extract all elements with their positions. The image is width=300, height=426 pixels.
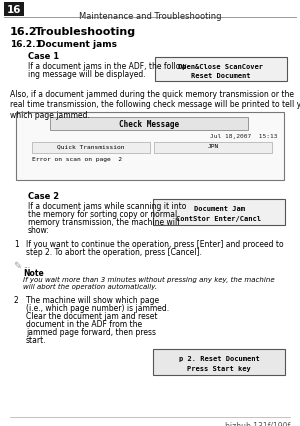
Text: start.: start. xyxy=(26,335,46,344)
Text: If a document jams in the ADF, the follow-: If a document jams in the ADF, the follo… xyxy=(28,62,189,71)
Text: ✎: ✎ xyxy=(13,260,21,271)
FancyBboxPatch shape xyxy=(154,143,272,154)
Text: Error on scan on page  2: Error on scan on page 2 xyxy=(32,157,122,161)
Text: Case 2: Case 2 xyxy=(28,192,59,201)
Text: ing message will be displayed.: ing message will be displayed. xyxy=(28,70,146,79)
Text: If you wait more than 3 minutes without pressing any key, the machine: If you wait more than 3 minutes without … xyxy=(23,276,275,282)
Text: the memory for sorting copy or normal: the memory for sorting copy or normal xyxy=(28,210,177,219)
Text: If you want to continue the operation, press [Enter] and proceed to: If you want to continue the operation, p… xyxy=(26,239,284,248)
Text: ContStor Enter/Cancl: ContStor Enter/Cancl xyxy=(176,216,262,222)
Text: Press Start key: Press Start key xyxy=(187,365,251,371)
Text: Jul 18,2007  15:13: Jul 18,2007 15:13 xyxy=(211,134,278,139)
Text: 16.2: 16.2 xyxy=(10,27,38,37)
Text: document in the ADF from the: document in the ADF from the xyxy=(26,319,142,328)
Text: Check Message: Check Message xyxy=(119,120,179,129)
Text: If a document jams while scanning it into: If a document jams while scanning it int… xyxy=(28,201,186,210)
Text: bizhub 131f/190f: bizhub 131f/190f xyxy=(225,421,290,426)
Text: Open&Close ScanCover: Open&Close ScanCover xyxy=(178,64,263,70)
Text: Document Jam: Document Jam xyxy=(194,205,244,211)
FancyBboxPatch shape xyxy=(16,113,284,181)
Text: Maintenance and Troubleshooting: Maintenance and Troubleshooting xyxy=(79,12,221,21)
FancyBboxPatch shape xyxy=(153,349,285,375)
Text: show:: show: xyxy=(28,225,50,234)
Text: memory transmission, the machine will: memory transmission, the machine will xyxy=(28,218,179,227)
Text: Note: Note xyxy=(23,268,44,277)
Text: Troubleshooting: Troubleshooting xyxy=(35,27,136,37)
Text: JPN: JPN xyxy=(207,144,219,149)
Text: step 2. To abort the operation, press [Cancel].: step 2. To abort the operation, press [C… xyxy=(26,248,202,256)
Text: 16.2.1: 16.2.1 xyxy=(10,40,42,49)
Text: 1: 1 xyxy=(14,239,19,248)
Text: will abort the operation automatically.: will abort the operation automatically. xyxy=(23,283,157,289)
Text: Also, if a document jammed during the quick memory transmission or the
real time: Also, if a document jammed during the qu… xyxy=(10,90,300,120)
Text: Quick Transmission: Quick Transmission xyxy=(57,144,125,149)
Text: 2: 2 xyxy=(14,295,19,304)
Text: (i.e., which page number) is jammed.: (i.e., which page number) is jammed. xyxy=(26,303,169,312)
Text: 16: 16 xyxy=(7,5,21,15)
Text: ...: ... xyxy=(23,260,30,269)
Text: The machine will show which page: The machine will show which page xyxy=(26,295,159,304)
Text: Document jams: Document jams xyxy=(38,40,117,49)
FancyBboxPatch shape xyxy=(32,143,150,154)
Text: Reset Document: Reset Document xyxy=(191,73,251,79)
Text: Clear the document jam and reset: Clear the document jam and reset xyxy=(26,311,158,320)
FancyBboxPatch shape xyxy=(50,118,248,131)
FancyBboxPatch shape xyxy=(153,199,285,225)
Bar xyxy=(4,3,24,17)
Text: p 2. Reset Document: p 2. Reset Document xyxy=(178,355,260,361)
Text: Case 1: Case 1 xyxy=(28,52,59,61)
FancyBboxPatch shape xyxy=(155,58,287,82)
Text: jammed page forward, then press: jammed page forward, then press xyxy=(26,327,156,336)
